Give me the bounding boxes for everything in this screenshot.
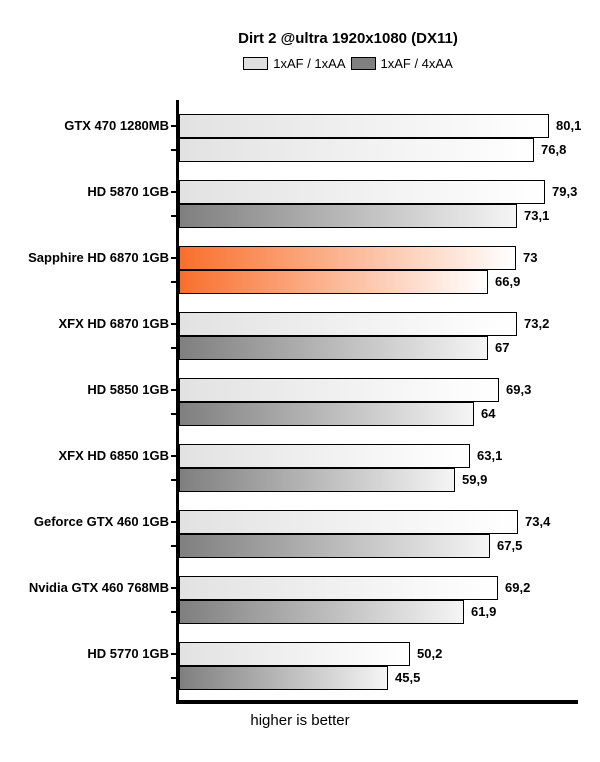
axis-tick: [171, 611, 176, 613]
category-label: Geforce GTX 460 1GB: [33, 514, 169, 529]
value-label-4xaa: 45,5: [395, 670, 421, 685]
bar-group: XFX HD 6850 1GB 63,1 59,9: [0, 444, 600, 492]
axis-tick: [171, 479, 176, 481]
axis-tick: [171, 389, 176, 391]
value-label-4xaa: 76,8: [541, 142, 567, 157]
axis-tick: [171, 125, 176, 127]
bar-group: Sapphire HD 6870 1GB 73 66,9: [0, 246, 600, 294]
value-axis-line: [176, 700, 578, 704]
value-label-1xaa: 69,3: [506, 382, 532, 397]
bar-group: GTX 470 1280MB 80,1 76,8: [0, 114, 600, 162]
footer-note: higher is better: [250, 712, 350, 729]
value-label-1xaa: 63,1: [477, 448, 503, 463]
bar-group: HD 5850 1GB 69,3 64: [0, 378, 600, 426]
category-axis-line: [176, 100, 179, 704]
bar-1xaf-1xaa: [179, 246, 516, 270]
bar-group: HD 5870 1GB 79,3 73,1: [0, 180, 600, 228]
category-label: Nvidia GTX 460 768MB: [28, 580, 169, 595]
value-label-4xaa: 61,9: [471, 604, 497, 619]
bar-1xaf-1xaa: [179, 378, 499, 402]
value-label-4xaa: 67,5: [497, 538, 523, 553]
value-label-4xaa: 59,9: [462, 472, 488, 487]
bar-group: Nvidia GTX 460 768MB 69,2 61,9: [0, 576, 600, 624]
legend-label-4xaa: 1xAF / 4xAA: [380, 55, 453, 71]
bar-1xaf-1xaa: [179, 510, 518, 534]
bar-group: XFX HD 6870 1GB 73,2 67: [0, 312, 600, 360]
category-label: HD 5850 1GB: [87, 382, 169, 397]
axis-tick: [171, 281, 176, 283]
axis-tick: [171, 149, 176, 151]
bar-1xaf-1xaa: [179, 576, 498, 600]
legend-label-1xaa: 1xAF / 1xAA: [273, 55, 346, 71]
axis-tick: [171, 653, 176, 655]
axis-tick: [171, 545, 176, 547]
bar-1xaf-1xaa: [179, 444, 470, 468]
chart-legend: 1xAF / 1xAA 1xAF / 4xAA: [98, 55, 598, 71]
bar-1xaf-4xaa: [179, 138, 534, 162]
bar-1xaf-1xaa: [179, 180, 545, 204]
bar-1xaf-1xaa: [179, 312, 517, 336]
bar-group: Geforce GTX 460 1GB 73,4 67,5: [0, 510, 600, 558]
value-label-1xaa: 50,2: [417, 646, 443, 661]
value-label-1xaa: 73,4: [525, 514, 551, 529]
value-label-4xaa: 73,1: [524, 208, 550, 223]
bar-1xaf-4xaa: [179, 600, 464, 624]
category-label: Sapphire HD 6870 1GB: [28, 250, 169, 265]
bar-1xaf-4xaa: [179, 204, 517, 228]
legend-swatch-4xaa: [350, 56, 376, 70]
value-label-1xaa: 79,3: [552, 184, 578, 199]
bar-1xaf-4xaa: [179, 666, 388, 690]
value-label-4xaa: 64: [481, 406, 496, 421]
bar-1xaf-4xaa: [179, 468, 455, 492]
bar-group: HD 5770 1GB 50,2 45,5: [0, 642, 600, 690]
axis-tick: [171, 257, 176, 259]
axis-tick: [171, 587, 176, 589]
value-label-1xaa: 73: [523, 250, 538, 265]
category-label: HD 5770 1GB: [87, 646, 169, 661]
axis-tick: [171, 323, 176, 325]
bar-1xaf-4xaa: [179, 402, 474, 426]
bar-1xaf-4xaa: [179, 336, 488, 360]
category-label: XFX HD 6850 1GB: [58, 448, 169, 463]
axis-tick: [171, 455, 176, 457]
value-label-4xaa: 66,9: [495, 274, 521, 289]
bar-1xaf-4xaa: [179, 534, 490, 558]
bar-1xaf-1xaa: [179, 114, 549, 138]
axis-tick: [171, 521, 176, 523]
value-label-4xaa: 67: [495, 340, 510, 355]
axis-tick: [171, 413, 176, 415]
value-label-1xaa: 80,1: [556, 118, 582, 133]
axis-tick: [171, 191, 176, 193]
value-label-1xaa: 73,2: [524, 316, 550, 331]
category-label: GTX 470 1280MB: [64, 118, 169, 133]
bar-1xaf-4xaa: [179, 270, 488, 294]
axis-tick: [171, 347, 176, 349]
category-label: HD 5870 1GB: [87, 184, 169, 199]
axis-tick: [171, 677, 176, 679]
value-label-1xaa: 69,2: [505, 580, 531, 595]
category-label: XFX HD 6870 1GB: [58, 316, 169, 331]
axis-tick: [171, 215, 176, 217]
legend-swatch-1xaa: [243, 56, 269, 70]
chart-title: Dirt 2 @ultra 1920x1080 (DX11): [238, 30, 458, 47]
bar-1xaf-1xaa: [179, 642, 410, 666]
